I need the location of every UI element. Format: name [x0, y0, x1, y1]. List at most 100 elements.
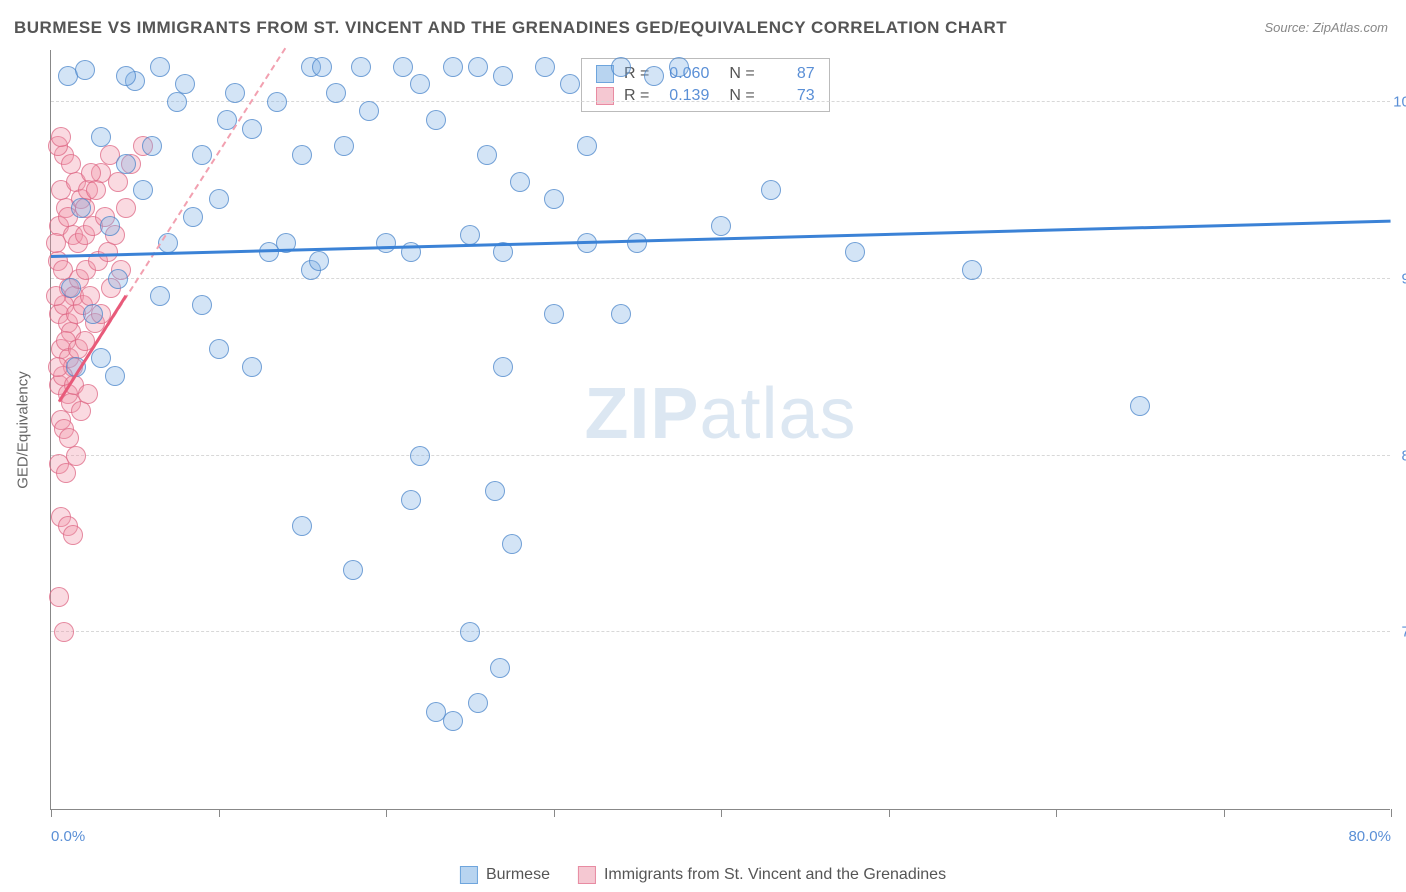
- data-point: [761, 180, 781, 200]
- data-point: [845, 242, 865, 262]
- data-point: [46, 233, 66, 253]
- data-point: [86, 180, 106, 200]
- data-point: [426, 110, 446, 130]
- xtick-label: 80.0%: [1348, 828, 1391, 845]
- data-point: [292, 145, 312, 165]
- xtick: [554, 809, 555, 817]
- data-point: [644, 66, 664, 86]
- data-point: [510, 172, 530, 192]
- data-point: [312, 57, 332, 77]
- data-point: [116, 154, 136, 174]
- data-point: [66, 446, 86, 466]
- data-point: [443, 711, 463, 731]
- data-point: [63, 525, 83, 545]
- data-point: [376, 233, 396, 253]
- source-label: Source: ZipAtlas.com: [1264, 20, 1388, 35]
- data-point: [51, 127, 71, 147]
- data-point: [393, 57, 413, 77]
- data-point: [460, 622, 480, 642]
- data-point: [116, 198, 136, 218]
- data-point: [267, 92, 287, 112]
- xtick: [889, 809, 890, 817]
- chart-title: BURMESE VS IMMIGRANTS FROM ST. VINCENT A…: [14, 18, 1007, 38]
- data-point: [443, 57, 463, 77]
- data-point: [493, 357, 513, 377]
- data-point: [401, 490, 421, 510]
- data-point: [611, 57, 631, 77]
- data-point: [133, 180, 153, 200]
- xtick: [386, 809, 387, 817]
- data-point: [359, 101, 379, 121]
- data-point: [150, 286, 170, 306]
- data-point: [142, 136, 162, 156]
- data-point: [91, 127, 111, 147]
- data-point: [108, 172, 128, 192]
- legend: Burmese Immigrants from St. Vincent and …: [460, 866, 946, 884]
- data-point: [343, 560, 363, 580]
- data-point: [192, 145, 212, 165]
- data-point: [334, 136, 354, 156]
- data-point: [410, 74, 430, 94]
- data-point: [669, 57, 689, 77]
- swatch-pink: [596, 87, 614, 105]
- swatch-pink-legend: [578, 866, 596, 884]
- data-point: [98, 242, 118, 262]
- xtick: [1056, 809, 1057, 817]
- xtick-label: 0.0%: [51, 828, 85, 845]
- gridline: [51, 455, 1390, 456]
- data-point: [100, 216, 120, 236]
- data-point: [535, 57, 555, 77]
- data-point: [78, 384, 98, 404]
- ytick-label: 100.0%: [1393, 94, 1406, 111]
- data-point: [209, 339, 229, 359]
- data-point: [71, 198, 91, 218]
- data-point: [309, 251, 329, 271]
- y-axis-label: GED/Equivalency: [15, 371, 32, 489]
- legend-item-pink: Immigrants from St. Vincent and the Gren…: [578, 866, 946, 884]
- legend-label-blue: Burmese: [486, 866, 550, 884]
- data-point: [490, 658, 510, 678]
- data-point: [493, 66, 513, 86]
- ytick-label: 80.0%: [1401, 447, 1406, 464]
- data-point: [49, 587, 69, 607]
- xtick: [721, 809, 722, 817]
- data-point: [209, 189, 229, 209]
- swatch-blue-legend: [460, 866, 478, 884]
- data-point: [544, 304, 564, 324]
- data-point: [627, 233, 647, 253]
- stats-row-pink: R = 0.139 N = 73: [596, 87, 815, 105]
- data-point: [242, 119, 262, 139]
- data-point: [71, 401, 91, 421]
- ytick-label: 90.0%: [1401, 270, 1406, 287]
- data-point: [502, 534, 522, 554]
- chart-area: GED/Equivalency ZIPatlas R = 0.060 N = 8…: [50, 50, 1390, 810]
- data-point: [167, 92, 187, 112]
- data-point: [225, 83, 245, 103]
- data-point: [105, 366, 125, 386]
- data-point: [468, 57, 488, 77]
- data-point: [183, 207, 203, 227]
- data-point: [560, 74, 580, 94]
- gridline: [51, 278, 1390, 279]
- data-point: [326, 83, 346, 103]
- data-point: [116, 66, 136, 86]
- data-point: [292, 516, 312, 536]
- data-point: [577, 136, 597, 156]
- legend-label-pink: Immigrants from St. Vincent and the Gren…: [604, 866, 946, 884]
- data-point: [485, 481, 505, 501]
- data-point: [460, 225, 480, 245]
- data-point: [351, 57, 371, 77]
- data-point: [1130, 396, 1150, 416]
- data-point: [410, 446, 430, 466]
- legend-item-blue: Burmese: [460, 866, 550, 884]
- data-point: [711, 216, 731, 236]
- gridline: [51, 631, 1390, 632]
- watermark: ZIPatlas: [584, 373, 856, 455]
- xtick: [51, 809, 52, 817]
- xtick: [1224, 809, 1225, 817]
- data-point: [61, 278, 81, 298]
- data-point: [150, 57, 170, 77]
- data-point: [48, 357, 68, 377]
- data-point: [75, 60, 95, 80]
- xtick: [1391, 809, 1392, 817]
